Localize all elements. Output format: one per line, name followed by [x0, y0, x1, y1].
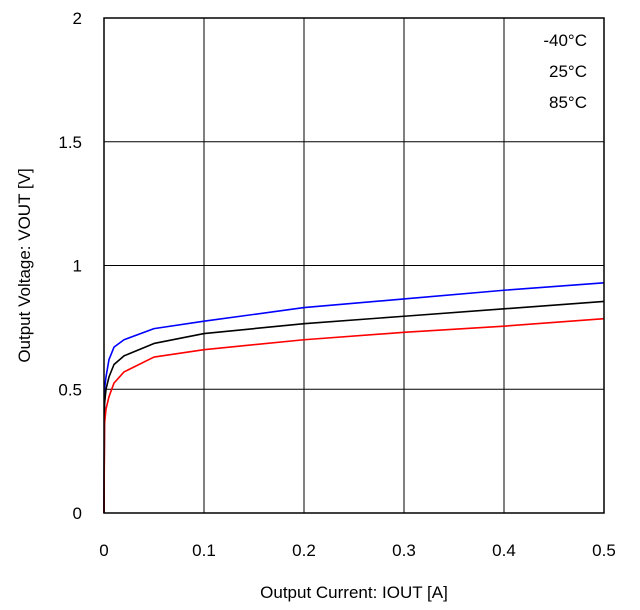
grid-lines — [103, 17, 605, 514]
series-group — [103, 282, 605, 514]
legend-entry: 25°C — [549, 62, 587, 81]
y-tick-label: 2 — [73, 9, 82, 28]
x-tick-label: 0 — [99, 541, 108, 560]
series-line-0 — [103, 282, 605, 514]
y-tick-label: 0 — [73, 504, 82, 523]
tick-labels: 0 0.1 0.2 0.3 0.4 0.5 0 0.5 1 1.5 2 — [58, 9, 615, 560]
x-tick-label: 0.1 — [192, 541, 216, 560]
series-line-2 — [103, 317, 605, 514]
legend-entry: 85°C — [549, 93, 587, 112]
legend: -40°C 25°C 85°C — [543, 31, 587, 112]
x-tick-label: 0.5 — [592, 541, 616, 560]
y-axis-label: Output Voltage: VOUT [V] — [15, 168, 34, 362]
x-axis-label: Output Current: IOUT [A] — [260, 583, 448, 602]
y-tick-label: 0.5 — [58, 380, 82, 399]
x-tick-label: 0.2 — [292, 541, 316, 560]
y-tick-label: 1 — [73, 257, 82, 276]
series-line-1 — [103, 300, 605, 514]
y-tick-label: 1.5 — [58, 133, 82, 152]
x-tick-label: 0.4 — [492, 541, 516, 560]
x-tick-label: 0.3 — [392, 541, 416, 560]
legend-entry: -40°C — [543, 31, 587, 50]
plot-area-border — [103, 17, 605, 514]
